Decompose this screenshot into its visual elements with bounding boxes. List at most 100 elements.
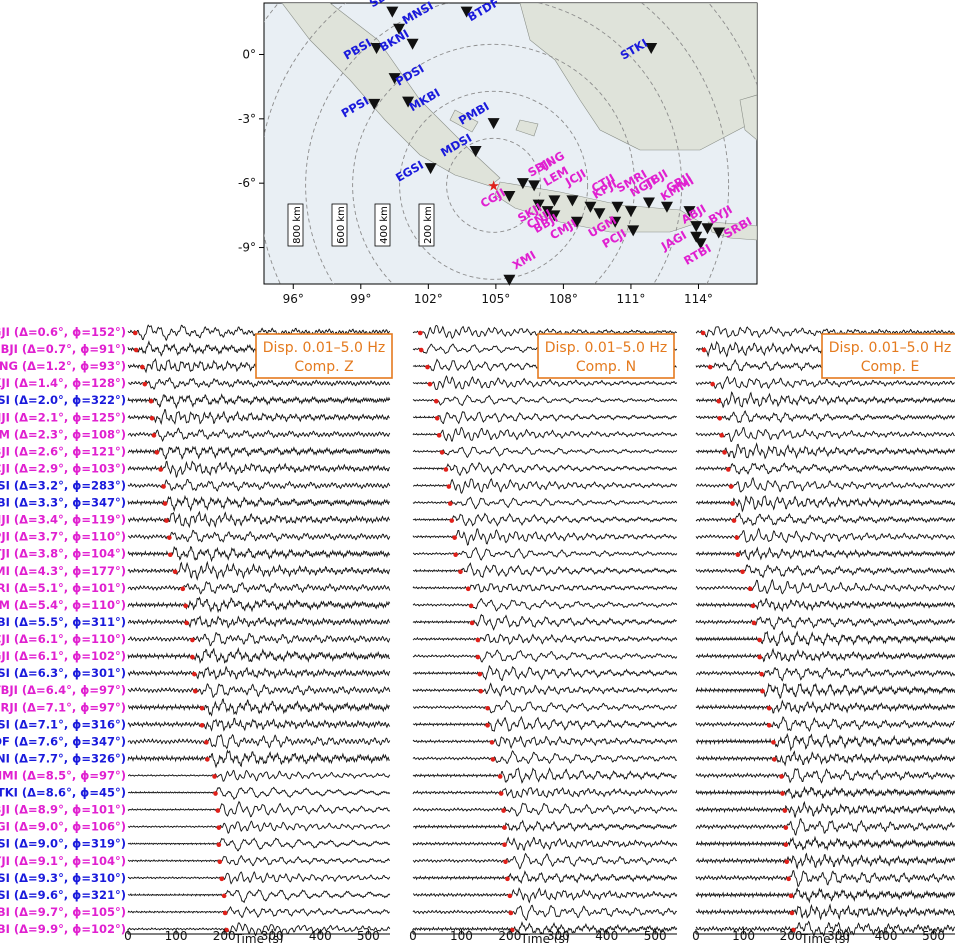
waveform-trace [412,633,678,646]
trace-label: JCJI (Δ=2.9°, ϕ=103°) [0,461,126,475]
station-marker [712,227,725,239]
arrival-pick [449,518,455,523]
arrival-pick [735,552,741,558]
station-marker [528,180,541,192]
x-tick-label: 400 [595,929,618,943]
waveform-trace [412,461,678,476]
panel-title-line1: Disp. 0.01–5.0 Hz [829,340,952,356]
waveform-trace [127,871,391,885]
station-marker [532,199,545,211]
waveform-trace [695,462,955,475]
arrival-pick [503,859,508,865]
station-marker [701,223,714,235]
arrival-pick [154,450,160,455]
waveform-trace [695,800,955,818]
arrival-pick [507,893,513,899]
arrival-pick [766,723,772,728]
waveform-trace [127,427,391,442]
waveform-trace [695,716,955,733]
trace-label: BBJI (Δ=2.6°, ϕ=121°) [0,444,126,458]
waveform-trace [412,735,678,750]
waveform-trace [695,495,955,513]
waveform-trace [127,615,391,629]
trace-label: XMI (Δ=4.3°, ϕ=177°) [0,564,126,578]
arrival-pick [224,927,229,933]
distance-ring [352,43,636,284]
station-marker [566,195,579,207]
ring-label-text: 400 km [379,206,390,244]
panel-title-line1: Disp. 0.01–5.0 Hz [263,340,386,356]
station-marker [609,216,622,228]
arrival-pick [193,688,198,694]
waveform-trace [412,512,678,527]
station-marker [627,225,640,237]
panel-title-line2: Comp. Z [294,359,353,375]
arrival-pick [142,381,148,387]
waveform-trace [695,817,955,836]
waveform-trace [412,836,678,851]
station-marker [694,238,707,250]
waveform-trace [412,426,678,442]
ring-label: 400 km [374,203,391,247]
arrival-pick [452,535,457,540]
arrival-pick [779,774,784,779]
waveform-trace [695,616,955,630]
distance-ring [399,90,589,280]
waveform-trace [412,528,678,546]
waveform-trace [127,683,391,698]
arrival-pick [717,415,723,421]
waveform-trace [412,597,678,612]
waveform-trace [127,749,390,769]
station-marker [503,191,516,203]
ring-label-text: 800 km [292,206,303,244]
station-marker [503,274,516,286]
arrival-pick [485,723,490,728]
station-marker [690,231,703,243]
arrival-pick [786,876,791,882]
arrival-pick [788,893,794,899]
waveform-trace [695,375,955,390]
x-tick-label: 0 [692,929,700,943]
trace-label: CNJI (Δ=2.1°, ϕ=125°) [0,410,126,424]
arrival-pick [172,569,178,575]
trace-label: SMRI (Δ=5.1°, ϕ=101°) [0,581,126,595]
station-marker [548,210,561,222]
waveform-trace [695,442,955,460]
arrival-pick [772,757,777,762]
x-tick-label: 100 [732,929,755,943]
x-tick-label: 100 [450,929,473,943]
waveform-trace [412,852,677,870]
waveform-trace [412,767,678,784]
x-axis-label: Time (s) [800,932,850,943]
waveform-trace [127,581,391,595]
arrival-pick [477,671,483,677]
waveform-trace [695,903,955,921]
distance-rings [264,3,757,284]
waveform-trace [127,479,391,492]
waveform-trace [695,546,955,561]
arrival-pick [199,705,205,711]
x-tick-label: 200 [780,929,803,943]
arrival-pick [707,364,713,370]
waveform-trace [127,837,391,852]
waveform-trace [127,324,391,342]
trace-label: CMJI (Δ=3.4°, ϕ=119°) [0,513,126,527]
arrival-pick [485,705,490,711]
waveform-trace [127,445,391,461]
waveform-trace [127,786,391,801]
station-marker [593,208,606,220]
ring-label: 600 km [331,203,348,247]
trace-label: RTBI (Δ=9.7°, ϕ=105°) [0,905,126,919]
arrival-pick [760,688,765,694]
trace-label: CTJI (Δ=3.8°, ϕ=104°) [0,547,126,561]
map-ytick-label: -9° [238,241,256,255]
waveform-trace [412,715,678,732]
ring-label-text: 200 km [423,206,434,244]
arrival-pick [151,433,157,438]
arrival-pick [502,842,507,848]
trace-label: EGSI (Δ=3.2°, ϕ=283°) [0,479,126,493]
station-map: 96° 99° 102° 105° 108° 111° 114° 0° -3° -6° -9° 80… [238,0,758,306]
arrival-pick [719,433,724,438]
station-marker [368,98,381,110]
arrival-pick [498,791,504,796]
